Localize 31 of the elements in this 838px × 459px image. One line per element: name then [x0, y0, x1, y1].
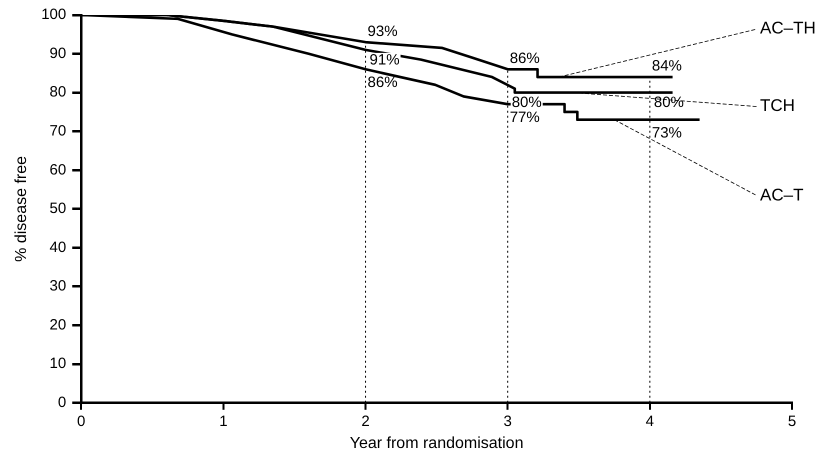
y-tick-label: 50 [50, 200, 66, 218]
y-tick-label: 70 [50, 122, 66, 140]
text: AC–TH [760, 18, 816, 38]
text: TCH [760, 96, 795, 116]
annotation: 93% [368, 22, 398, 40]
y-tick-label: 100 [41, 6, 66, 24]
annotation: 84% [652, 58, 682, 75]
annotation: 86% [510, 50, 540, 67]
y-tick-label: 80 [50, 84, 66, 101]
y-axis-title: % disease free [13, 156, 30, 262]
x-axis-title: Year from randomisation [350, 434, 524, 452]
x-tick-label: 0 [77, 412, 86, 430]
x-tick-label: 4 [646, 412, 654, 430]
annotation: 77% [510, 108, 540, 126]
y-tick-label: 90 [50, 44, 66, 62]
annotation: 86% [368, 74, 398, 91]
x-tick-label: 5 [788, 412, 796, 430]
y-tick-label: 30 [50, 278, 66, 295]
x-tick-label: 3 [504, 412, 512, 430]
x-tick-label: 2 [361, 412, 370, 430]
x-tick-label: 1 [219, 412, 228, 430]
y-tick-label: 10 [50, 355, 66, 372]
annotation: 80% [654, 94, 684, 112]
text: AC–T [760, 185, 804, 204]
annotation: 73% [652, 124, 682, 142]
y-tick-label: 0 [58, 394, 66, 411]
y-tick-label: 40 [50, 238, 66, 256]
annotation: 91% [370, 52, 400, 69]
y-tick-label: 60 [50, 161, 66, 178]
y-tick-label: 20 [50, 316, 66, 334]
annotation: 80% [512, 94, 542, 112]
